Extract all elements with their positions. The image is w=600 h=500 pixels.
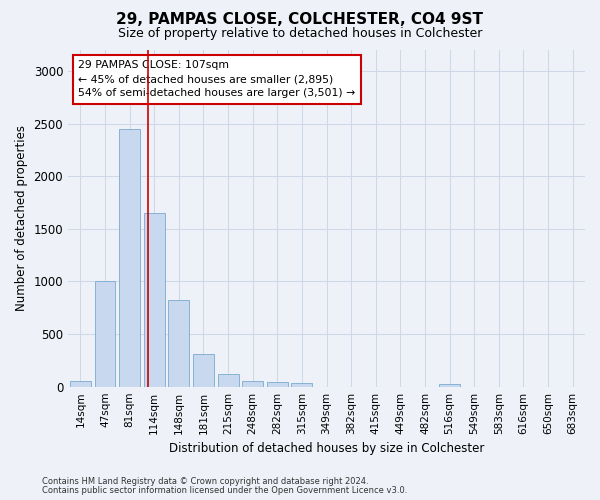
Text: Contains HM Land Registry data © Crown copyright and database right 2024.: Contains HM Land Registry data © Crown c… (42, 477, 368, 486)
Bar (144, 213, 164, 386)
X-axis label: Distribution of detached houses by size in Colchester: Distribution of detached houses by size … (169, 442, 484, 455)
Bar (218, 374, 239, 386)
Text: Size of property relative to detached houses in Colchester: Size of property relative to detached ho… (118, 28, 482, 40)
Bar (119, 129, 140, 386)
Text: Contains public sector information licensed under the Open Government Licence v3: Contains public sector information licen… (42, 486, 407, 495)
Bar (242, 382, 263, 386)
Bar (439, 384, 460, 386)
Bar (292, 383, 313, 386)
Bar (193, 354, 214, 386)
Text: 29 PAMPAS CLOSE: 107sqm
← 45% of detached houses are smaller (2,895)
54% of semi: 29 PAMPAS CLOSE: 107sqm ← 45% of detache… (79, 60, 356, 98)
Bar (267, 382, 288, 386)
Y-axis label: Number of detached properties: Number of detached properties (15, 126, 28, 312)
Bar (70, 381, 91, 386)
Bar (95, 282, 115, 387)
Text: 29, PAMPAS CLOSE, COLCHESTER, CO4 9ST: 29, PAMPAS CLOSE, COLCHESTER, CO4 9ST (116, 12, 484, 28)
Bar (169, 300, 189, 386)
